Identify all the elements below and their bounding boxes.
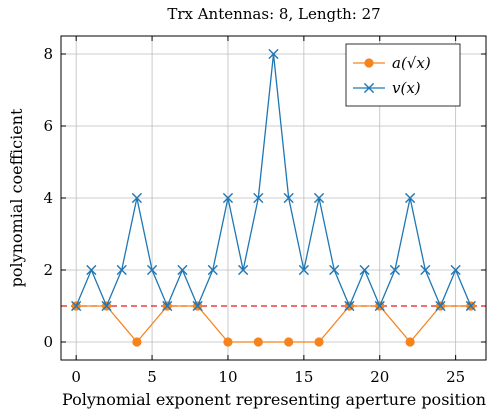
marker-stroke (283, 192, 294, 204)
data-point-a (405, 337, 415, 347)
marker-stroke (450, 264, 461, 276)
x-tick-label: 25 (446, 368, 465, 386)
data-point-v (86, 264, 97, 276)
data-point-v (101, 300, 112, 312)
legend-item-v: v(x) (353, 79, 421, 97)
data-point-v (283, 192, 294, 204)
data-point-v (238, 264, 249, 276)
data-point-v (71, 300, 82, 312)
data-point-v (374, 300, 385, 312)
marker-stroke (268, 48, 279, 60)
data-point-v (420, 264, 431, 276)
data-point-a (284, 337, 294, 347)
data-point-v (329, 264, 340, 276)
legend-box (345, 43, 461, 107)
y-tick-label: 8 (43, 45, 53, 63)
marker-stroke (238, 264, 249, 276)
data-point-v (253, 192, 264, 204)
data-point-v (405, 192, 416, 204)
marker-stroke (329, 264, 340, 276)
marker-stroke (222, 192, 234, 204)
marker-stroke (435, 300, 446, 312)
legend-marker-a (364, 58, 374, 68)
marker-stroke (207, 264, 218, 276)
marker-stroke (313, 192, 325, 204)
marker-stroke (86, 264, 97, 276)
series-line-a (76, 305, 471, 343)
y-tick-label: 2 (43, 261, 53, 279)
series-v (71, 48, 476, 312)
data-point-v (131, 192, 142, 204)
x-tick-label: 0 (71, 368, 81, 386)
series-layer (71, 48, 476, 347)
marker-stroke (146, 264, 158, 276)
marker-stroke (465, 300, 476, 312)
data-point-v (298, 264, 309, 276)
marker-stroke (192, 300, 203, 312)
chart-title: Trx Antennas: 8, Length: 27 (167, 5, 380, 23)
data-point-v (465, 300, 476, 312)
legend-marker-v (363, 82, 375, 94)
marker-stroke (420, 264, 431, 276)
y-tick-label: 4 (43, 189, 53, 207)
x-axis-label: Polynomial exponent representing apertur… (62, 390, 486, 409)
data-point-v (146, 264, 158, 276)
x-tick-label: 15 (294, 368, 313, 386)
marker-stroke (177, 264, 188, 276)
data-point-v (192, 300, 203, 312)
marker-stroke (71, 300, 82, 312)
y-tick-label: 6 (43, 117, 53, 135)
data-point-v (450, 264, 461, 276)
data-point-v (344, 300, 355, 312)
marker-stroke (344, 300, 355, 312)
data-point-v (222, 192, 234, 204)
marker-stroke (363, 82, 375, 94)
marker-stroke (359, 264, 370, 276)
legend-label-a: a(√x) (392, 54, 431, 72)
marker-stroke (374, 300, 385, 312)
marker-stroke (162, 300, 173, 312)
marker-stroke (389, 264, 401, 276)
y-tick-label: 0 (43, 333, 53, 351)
x-tick-label: 20 (370, 368, 389, 386)
tick-labels: 0 5 10 15 20 25 0 2 4 6 8 (43, 36, 486, 386)
y-axis-label: polynomial coefficient (7, 108, 26, 287)
data-point-v (359, 264, 370, 276)
series-a (71, 301, 476, 347)
data-point-v (389, 264, 401, 276)
legend-label-v: v(x) (392, 79, 421, 97)
data-point-v (162, 300, 173, 312)
data-point-v (268, 48, 279, 60)
data-point-a (314, 337, 324, 347)
marker-stroke (298, 264, 309, 276)
x-tick-label: 5 (147, 368, 157, 386)
data-point-a (253, 337, 263, 347)
legend: a(√x) v(x) (345, 43, 461, 107)
x-tick-label: 10 (218, 368, 237, 386)
marker-stroke (131, 192, 142, 204)
marker-stroke (253, 192, 264, 204)
marker-stroke (116, 264, 127, 276)
data-point-a (132, 337, 142, 347)
data-point-v (207, 264, 218, 276)
marker-stroke (405, 192, 416, 204)
data-point-v (313, 192, 325, 204)
data-point-a (223, 337, 233, 347)
data-point-v (177, 264, 188, 276)
data-point-v (116, 264, 127, 276)
legend-item-a: a(√x) (353, 54, 431, 72)
data-point-v (435, 300, 446, 312)
marker-stroke (101, 300, 112, 312)
